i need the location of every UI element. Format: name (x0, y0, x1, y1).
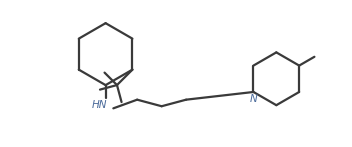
Text: N: N (250, 94, 257, 104)
Text: HN: HN (92, 100, 107, 110)
